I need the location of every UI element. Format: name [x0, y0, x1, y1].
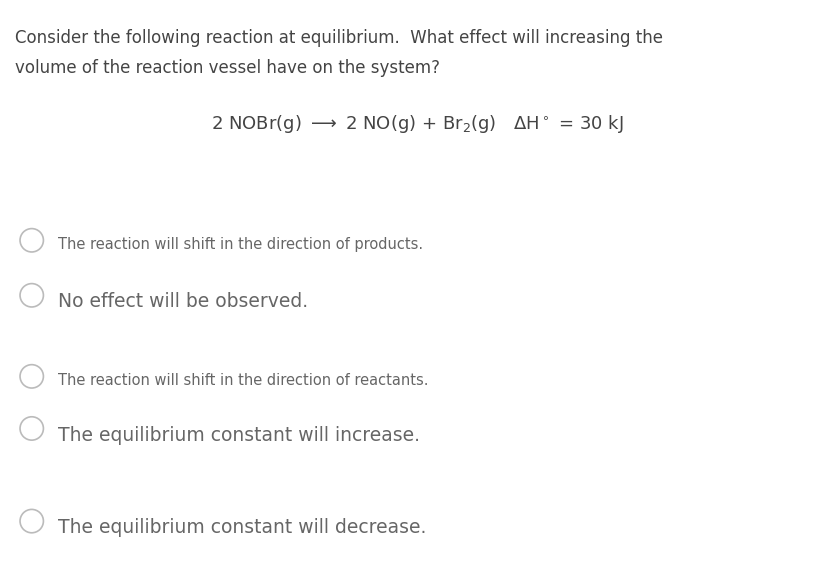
- Text: The equilibrium constant will decrease.: The equilibrium constant will decrease.: [58, 518, 427, 537]
- Text: No effect will be observed.: No effect will be observed.: [58, 292, 309, 312]
- Text: The reaction will shift in the direction of products.: The reaction will shift in the direction…: [58, 237, 423, 252]
- Text: volume of the reaction vessel have on the system?: volume of the reaction vessel have on th…: [15, 59, 440, 77]
- Text: Consider the following reaction at equilibrium.  What effect will increasing the: Consider the following reaction at equil…: [15, 29, 663, 47]
- Text: 2 NOBr(g) $\longrightarrow$ 2 NO(g) + Br$_2$(g)   $\Delta$H$^\circ$ = 30 kJ: 2 NOBr(g) $\longrightarrow$ 2 NO(g) + Br…: [211, 113, 624, 135]
- Text: The equilibrium constant will increase.: The equilibrium constant will increase.: [58, 426, 421, 445]
- Text: The reaction will shift in the direction of reactants.: The reaction will shift in the direction…: [58, 373, 429, 389]
